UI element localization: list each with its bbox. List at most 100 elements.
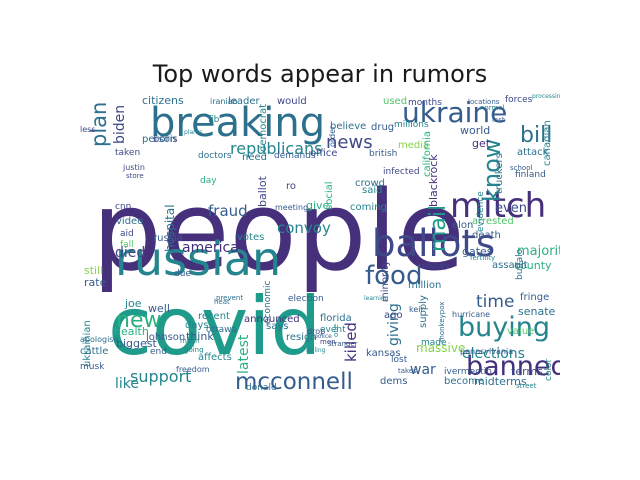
word-apologise: apologise — [80, 335, 118, 344]
word-days: days — [185, 320, 209, 331]
word-johnson: johnson — [145, 332, 185, 343]
word-died: died — [115, 245, 145, 261]
word-fraud: fraud — [208, 202, 248, 220]
word-prevent: prevent — [216, 294, 243, 302]
word-locations: locations — [468, 98, 500, 106]
word-give: give — [306, 199, 330, 212]
word-street: street — [516, 382, 537, 390]
word-votes: votes — [237, 232, 264, 243]
word-much: much — [180, 337, 200, 345]
word-order: order — [328, 125, 337, 147]
word-fjb: fjb — [208, 115, 220, 125]
word-event: event — [320, 325, 346, 335]
word-russia: russia — [153, 233, 183, 244]
word-mcconnell: mcconnell — [235, 369, 353, 395]
word-get: get — [472, 137, 491, 150]
word-biggest: biggest — [116, 337, 158, 350]
word-made: made — [421, 338, 447, 348]
word-ago: ago — [384, 310, 403, 321]
word-office: office — [310, 148, 337, 159]
word-know: know — [478, 139, 506, 202]
word-mail: mail — [426, 205, 451, 252]
word-still: still — [84, 264, 103, 277]
word-says: says — [266, 321, 288, 332]
word-arrested: arrested — [472, 216, 514, 227]
word-video: video — [116, 216, 143, 227]
word-county: county — [514, 259, 552, 272]
word-fringe: fringe — [520, 292, 549, 303]
word-boris: boris — [153, 134, 178, 145]
word-support: support — [130, 367, 191, 386]
word-convoy: convoy — [277, 219, 331, 237]
word-breaking: breaking — [150, 100, 325, 146]
word-million: million — [408, 280, 441, 291]
word-would: would — [277, 96, 307, 107]
word-health: health — [114, 325, 149, 338]
word-republicans: republicans — [230, 139, 323, 158]
word-police: police — [314, 333, 332, 340]
word-monkeypox: monkeypox — [438, 302, 446, 342]
word-infected: infected — [383, 167, 420, 177]
word-hospital: hospital — [163, 204, 177, 252]
word-economic: economic — [263, 281, 273, 324]
word-new: new — [116, 308, 161, 333]
word-cnn: cnn — [115, 202, 131, 212]
word-said: said — [362, 185, 382, 196]
word-joe: joe — [124, 297, 142, 310]
word-food: food — [365, 261, 422, 291]
word-plants: plants — [184, 129, 202, 136]
word-people: people — [92, 167, 465, 295]
word-lost: lost — [391, 355, 408, 365]
word-world: world — [460, 124, 490, 137]
word-months: months — [408, 98, 442, 108]
word-attack: attack — [517, 147, 549, 158]
word-elon: elon — [452, 220, 473, 231]
word-hurricane: hurricane — [452, 310, 490, 319]
word-normal: normal — [480, 104, 505, 112]
word-drug: drug — [371, 122, 394, 133]
word-massive: massive — [416, 341, 465, 355]
word-news: news — [326, 132, 373, 153]
word-finland: finland — [515, 170, 546, 180]
word-mitch: mitch — [450, 186, 546, 226]
word-taken: taken — [115, 148, 140, 158]
word-heat: heat — [214, 298, 230, 306]
word-dems: dems — [380, 376, 407, 387]
word-keir: keir — [409, 305, 424, 314]
word-affects: affects — [198, 352, 232, 363]
word-fall: fall — [120, 240, 134, 250]
word-buying: buying — [458, 312, 550, 343]
word-takes: takes — [398, 367, 417, 375]
word-forces: forces — [505, 95, 533, 105]
word-vaccine: vaccine — [80, 256, 83, 302]
word-ottawa: ottawa — [206, 325, 237, 335]
word-selling: selling — [306, 347, 326, 354]
word-processing: processing — [532, 93, 560, 100]
word-announced: announced — [244, 314, 300, 325]
word-demands: demands — [274, 151, 316, 161]
word-russian: russian — [115, 232, 281, 286]
word-person: person — [142, 134, 176, 145]
word-kansas: kansas — [366, 348, 401, 359]
word-ukraine: ukraine — [402, 96, 507, 129]
word-iranian: iranian — [210, 97, 238, 106]
word-assault: assault — [492, 260, 528, 271]
word-believe: believe — [330, 121, 366, 132]
word-time: time — [476, 292, 514, 312]
word-store: store — [126, 172, 144, 180]
word-citizens: citizens — [142, 94, 184, 107]
word-killed: killed — [342, 322, 360, 362]
word-musk: musk — [80, 362, 105, 372]
word-think: think — [186, 330, 214, 343]
word-due: due — [174, 269, 191, 279]
word-color: color — [544, 359, 554, 381]
word-senate: senate — [518, 305, 556, 318]
word-plan: plan — [87, 102, 111, 147]
word-recent: recent — [198, 311, 230, 322]
word-canadian: canadian — [542, 120, 553, 166]
word-need: need — [242, 152, 267, 163]
word-history: history — [422, 261, 450, 270]
word-day: day — [200, 176, 217, 186]
word-biden: biden — [112, 105, 128, 144]
word-terms: terms — [511, 365, 543, 378]
